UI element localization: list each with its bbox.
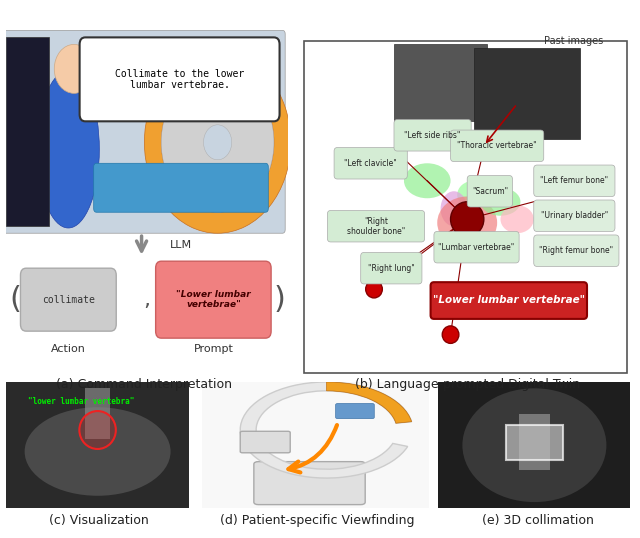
FancyBboxPatch shape [304, 41, 627, 373]
FancyBboxPatch shape [534, 165, 615, 196]
FancyBboxPatch shape [328, 210, 424, 242]
FancyBboxPatch shape [394, 45, 487, 122]
Text: collimate: collimate [42, 295, 95, 305]
Ellipse shape [437, 196, 497, 249]
FancyBboxPatch shape [534, 200, 615, 231]
Text: "lower lumbar vertebra": "lower lumbar vertebra" [28, 397, 134, 406]
Ellipse shape [463, 388, 607, 502]
Ellipse shape [500, 206, 534, 233]
Bar [85, 388, 110, 439]
FancyBboxPatch shape [6, 38, 49, 226]
Text: (b) Language-prompted Digital Twin: (b) Language-prompted Digital Twin [355, 378, 580, 391]
Ellipse shape [79, 411, 116, 449]
Ellipse shape [457, 181, 490, 209]
FancyBboxPatch shape [93, 164, 268, 213]
FancyBboxPatch shape [79, 38, 280, 122]
Circle shape [442, 326, 459, 343]
Text: Prompt: Prompt [193, 344, 234, 353]
Ellipse shape [481, 188, 520, 216]
FancyBboxPatch shape [240, 431, 290, 453]
FancyBboxPatch shape [451, 130, 544, 161]
FancyBboxPatch shape [156, 261, 271, 338]
Wedge shape [161, 72, 274, 212]
Text: "Right
shoulder bone": "Right shoulder bone" [347, 216, 405, 236]
FancyBboxPatch shape [534, 235, 619, 266]
Wedge shape [145, 52, 291, 233]
Text: Past images: Past images [544, 36, 604, 46]
FancyBboxPatch shape [334, 147, 407, 179]
Bar [519, 414, 550, 470]
Wedge shape [326, 382, 412, 423]
Text: LLM: LLM [170, 240, 192, 251]
Text: Action: Action [51, 344, 86, 353]
Text: (c) Visualization: (c) Visualization [49, 514, 149, 527]
FancyBboxPatch shape [434, 231, 519, 263]
Text: "Left clavicle": "Left clavicle" [344, 159, 397, 168]
Text: (a) Command Interpretation: (a) Command Interpretation [56, 378, 232, 391]
Ellipse shape [404, 164, 451, 199]
Text: "Right lung": "Right lung" [368, 264, 415, 273]
Ellipse shape [37, 70, 99, 228]
FancyBboxPatch shape [431, 282, 587, 319]
Text: ): ) [274, 285, 285, 314]
Text: ,: , [144, 289, 150, 310]
Text: "Urinary bladder": "Urinary bladder" [541, 211, 608, 220]
Text: "Lower lumbar
vertebrae": "Lower lumbar vertebrae" [176, 290, 251, 309]
Ellipse shape [440, 192, 467, 226]
Text: (d) Patient-specific Viewfinding: (d) Patient-specific Viewfinding [220, 514, 414, 527]
Text: (e) 3D collimation: (e) 3D collimation [482, 514, 593, 527]
FancyBboxPatch shape [202, 382, 429, 508]
FancyBboxPatch shape [394, 119, 471, 151]
Text: "Right femur bone": "Right femur bone" [540, 246, 613, 255]
Circle shape [451, 202, 484, 237]
FancyBboxPatch shape [20, 268, 116, 331]
FancyBboxPatch shape [6, 382, 189, 508]
Text: "Thoracic vertebrae": "Thoracic vertebrae" [458, 141, 537, 150]
Circle shape [54, 45, 93, 94]
Text: "Lumbar vertebrae": "Lumbar vertebrae" [438, 243, 515, 252]
FancyBboxPatch shape [254, 462, 365, 505]
Text: Collimate to the lower
lumbar vertebrae.: Collimate to the lower lumbar vertebrae. [115, 68, 244, 90]
FancyBboxPatch shape [467, 175, 513, 207]
FancyBboxPatch shape [474, 48, 580, 139]
FancyBboxPatch shape [438, 382, 630, 508]
FancyBboxPatch shape [335, 404, 374, 419]
FancyBboxPatch shape [361, 252, 422, 284]
FancyBboxPatch shape [4, 31, 285, 233]
Wedge shape [240, 382, 412, 478]
Text: "Left femur bone": "Left femur bone" [540, 176, 609, 185]
Circle shape [365, 280, 382, 298]
Text: "Left side ribs": "Left side ribs" [404, 131, 461, 140]
Text: "Sacrum": "Sacrum" [472, 187, 508, 196]
Ellipse shape [25, 407, 170, 496]
FancyBboxPatch shape [506, 425, 563, 461]
Text: (: ( [9, 285, 20, 314]
Text: "Lower lumbar vertebrae": "Lower lumbar vertebrae" [433, 295, 585, 306]
